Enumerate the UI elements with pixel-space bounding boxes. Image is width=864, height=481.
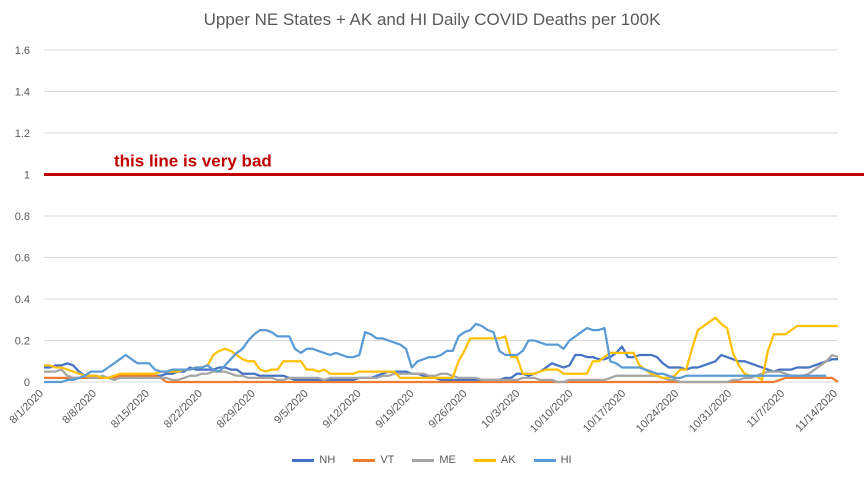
legend-swatch	[533, 458, 556, 462]
x-tick-label: 10/10/2020	[528, 388, 575, 435]
y-tick-label: 1	[24, 170, 30, 182]
x-tick-label: 9/26/2020	[426, 388, 469, 431]
legend-swatch	[412, 458, 435, 462]
series-line-ak	[44, 316, 838, 382]
legend-label: VT	[380, 454, 395, 466]
x-tick-label: 10/3/2020	[479, 388, 522, 431]
legend: NH VT ME AK HI	[0, 454, 864, 466]
series-lines	[44, 316, 839, 384]
legend-item-nh: NH	[292, 454, 335, 466]
series-line-me	[44, 353, 839, 384]
y-tick-label: 0.8	[15, 211, 30, 223]
legend-swatch	[292, 458, 315, 462]
x-tick-label: 8/29/2020	[215, 388, 258, 431]
x-tick-label: 8/1/2020	[7, 388, 46, 427]
x-tick-label: 11/7/2020	[745, 388, 788, 431]
legend-label: HI	[560, 454, 572, 466]
y-axis-ticks: 0 0.2 0.4 0.6 0.8 1 1.2 1.4 1.6	[15, 45, 30, 389]
legend-label: NH	[319, 454, 336, 466]
x-tick-label: 9/12/2020	[321, 388, 364, 431]
reference-line-group: this line is very bad	[44, 152, 864, 176]
legend-item-hi: HI	[533, 454, 572, 466]
legend-label: AK	[500, 454, 516, 466]
x-tick-label: 9/19/2020	[374, 388, 417, 431]
x-tick-label: 10/31/2020	[687, 388, 734, 435]
legend-item-me: ME	[412, 454, 456, 466]
legend-label: ME	[439, 454, 456, 466]
legend-swatch	[473, 458, 496, 462]
x-tick-label: 8/15/2020	[109, 388, 152, 431]
x-tick-label: 9/5/2020	[272, 388, 311, 427]
y-tick-label: 1.4	[15, 87, 30, 99]
chart-title: Upper NE States + AK and HI Daily COVID …	[203, 10, 661, 29]
legend-item-vt: VT	[353, 454, 394, 466]
x-tick-label: 10/24/2020	[634, 388, 681, 435]
y-tick-label: 0	[24, 377, 30, 389]
y-tick-label: 1.6	[15, 45, 30, 57]
y-tick-label: 0.2	[15, 336, 30, 348]
reference-line-label: this line is very bad	[114, 152, 272, 171]
x-axis-ticks: 8/1/2020 8/8/2020 8/15/2020 8/22/2020 8/29/2…	[7, 388, 840, 435]
legend-item-ak: AK	[473, 454, 516, 466]
series-line-hi	[44, 322, 827, 384]
y-tick-label: 0.6	[15, 253, 30, 265]
x-tick-label: 8/8/2020	[60, 388, 99, 427]
legend-swatch	[353, 458, 376, 462]
x-tick-label: 10/17/2020	[581, 388, 628, 435]
y-tick-label: 1.2	[15, 128, 30, 140]
x-tick-label: 8/22/2020	[162, 388, 205, 431]
gridlines	[44, 49, 838, 383]
y-tick-label: 0.4	[15, 294, 30, 306]
x-tick-label: 11/14/2020	[793, 388, 840, 435]
